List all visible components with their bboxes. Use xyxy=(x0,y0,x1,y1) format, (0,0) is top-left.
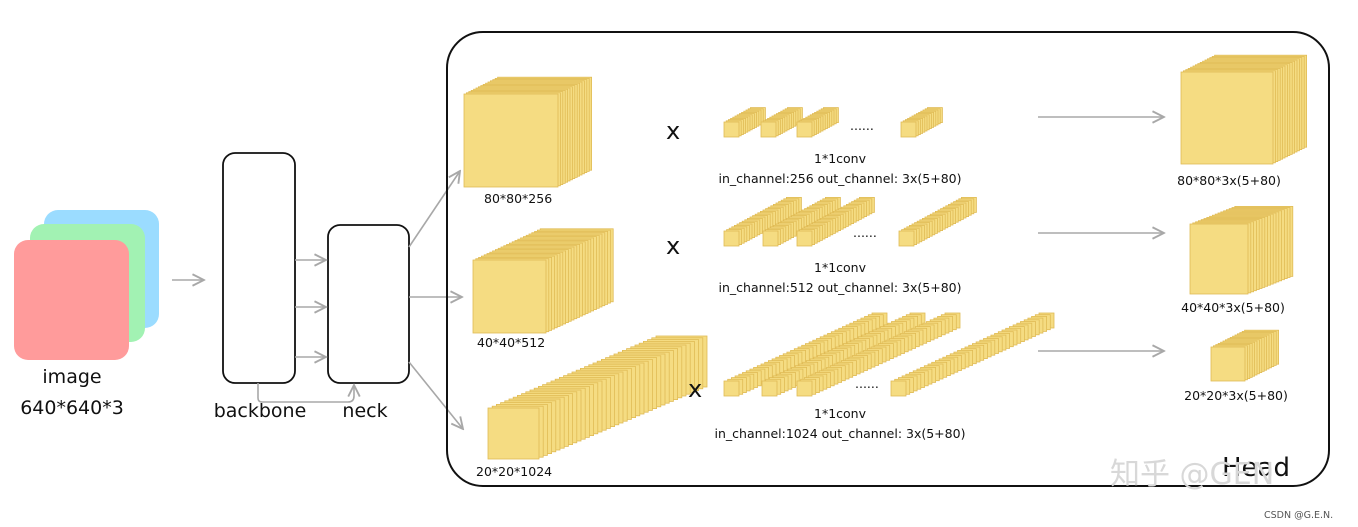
feature-cube-80-layer xyxy=(463,93,559,188)
conv-kernel-2d-layer xyxy=(898,230,915,247)
conv-kernel-2c-layer xyxy=(796,230,813,247)
branch-2-input-size: 40*40*512 xyxy=(477,335,545,350)
branch-1-conv-params: in_channel:256 out_channel: 3x(5+80) xyxy=(719,171,962,186)
conv-kernel-2a-layer xyxy=(723,230,740,247)
output-cube-20 xyxy=(1210,329,1279,382)
feature-cube-20-layer xyxy=(487,407,540,460)
conv-kernel-1d-layer xyxy=(900,121,917,138)
conv-kernel-3a xyxy=(723,312,888,397)
conv-kernel-3a-layer xyxy=(723,380,740,397)
input-label: image xyxy=(42,366,101,388)
feature-cubes xyxy=(463,54,1307,460)
arrow-neck-head-3 xyxy=(408,361,463,429)
backbone-block xyxy=(222,152,296,384)
conv-kernel-1c xyxy=(796,107,839,138)
neck-to-head-arrows xyxy=(408,171,463,429)
branch-1-input-size: 80*80*256 xyxy=(484,191,552,206)
head-container xyxy=(446,31,1330,487)
conv-kernel-3b xyxy=(761,312,926,397)
conv-kernel-1b-layer xyxy=(760,121,777,138)
conv-kernel-2b-layer xyxy=(762,230,779,247)
branch-2-output-size: 40*40*3x(5+80) xyxy=(1181,300,1285,315)
branch-3-conv-name: 1*1conv xyxy=(814,406,867,421)
conv-kernel-3d xyxy=(890,312,1055,397)
conv-kernel-2d xyxy=(898,196,977,247)
conv-kernel-3c-layer xyxy=(796,380,813,397)
conv-kernel-1a-layer xyxy=(723,121,740,138)
branch-3-output-size: 20*20*3x(5+80) xyxy=(1184,388,1288,403)
conv-kernel-1d xyxy=(900,107,943,138)
feature-cube-40-layer xyxy=(472,259,547,334)
feature-cube-80 xyxy=(463,76,593,188)
output-cube-40-layer xyxy=(1189,223,1249,295)
branch-2-conv-params: in_channel:512 out_channel: 3x(5+80) xyxy=(719,280,962,295)
watermark: 知乎 @GEN xyxy=(1110,457,1274,492)
neck-label: neck xyxy=(342,400,387,422)
conv-kernel-2c xyxy=(796,196,875,247)
branch-1-output-size: 80*80*3x(5+80) xyxy=(1177,173,1281,188)
branch-3-input-size: 20*20*1024 xyxy=(476,464,552,479)
credit: CSDN @G.E.N. xyxy=(1264,510,1333,521)
output-cube-20-layer xyxy=(1210,346,1246,382)
feature-cube-40 xyxy=(472,228,614,334)
conv-kernel-3b-layer xyxy=(761,380,778,397)
head-label: Head xyxy=(1222,453,1290,483)
conv-kernel-3d-layer xyxy=(890,380,907,397)
backbone-label: backbone xyxy=(214,400,307,422)
output-cube-80-layer xyxy=(1180,71,1274,165)
neck-block xyxy=(327,224,410,384)
conv-kernel-1b xyxy=(760,107,803,138)
branch-2-conv-name: 1*1conv xyxy=(814,260,867,275)
feature-cube-20 xyxy=(487,335,708,460)
conv-kernel-2a xyxy=(723,196,802,247)
input-image-stack xyxy=(14,210,159,360)
branch-2-multiply: x xyxy=(666,232,680,260)
arrow-neck-head-1 xyxy=(408,171,460,248)
arrow-bb-neck-bottom xyxy=(257,383,354,403)
conv-kernel-2b xyxy=(762,196,841,247)
branch-1-multiply: x xyxy=(666,117,680,145)
input-channel-red xyxy=(14,240,129,360)
input-dims: 640*640*3 xyxy=(20,397,124,419)
conv-kernel-1a xyxy=(723,107,766,138)
branch-1-conv-name: 1*1conv xyxy=(814,151,867,166)
branch-2-dots: ...... xyxy=(853,225,877,240)
branch-1-dots: ...... xyxy=(850,118,874,133)
branch-3-conv-params: in_channel:1024 out_channel: 3x(5+80) xyxy=(715,426,966,441)
branch-3-multiply: x xyxy=(688,375,702,403)
conv-kernel-1c-layer xyxy=(796,121,813,138)
branch-3-dots: ...... xyxy=(855,376,879,391)
output-cube-80 xyxy=(1180,54,1307,165)
backbone-to-neck-arrows xyxy=(257,260,354,403)
output-cube-40 xyxy=(1189,205,1294,295)
conv-kernel-3c xyxy=(796,312,961,397)
